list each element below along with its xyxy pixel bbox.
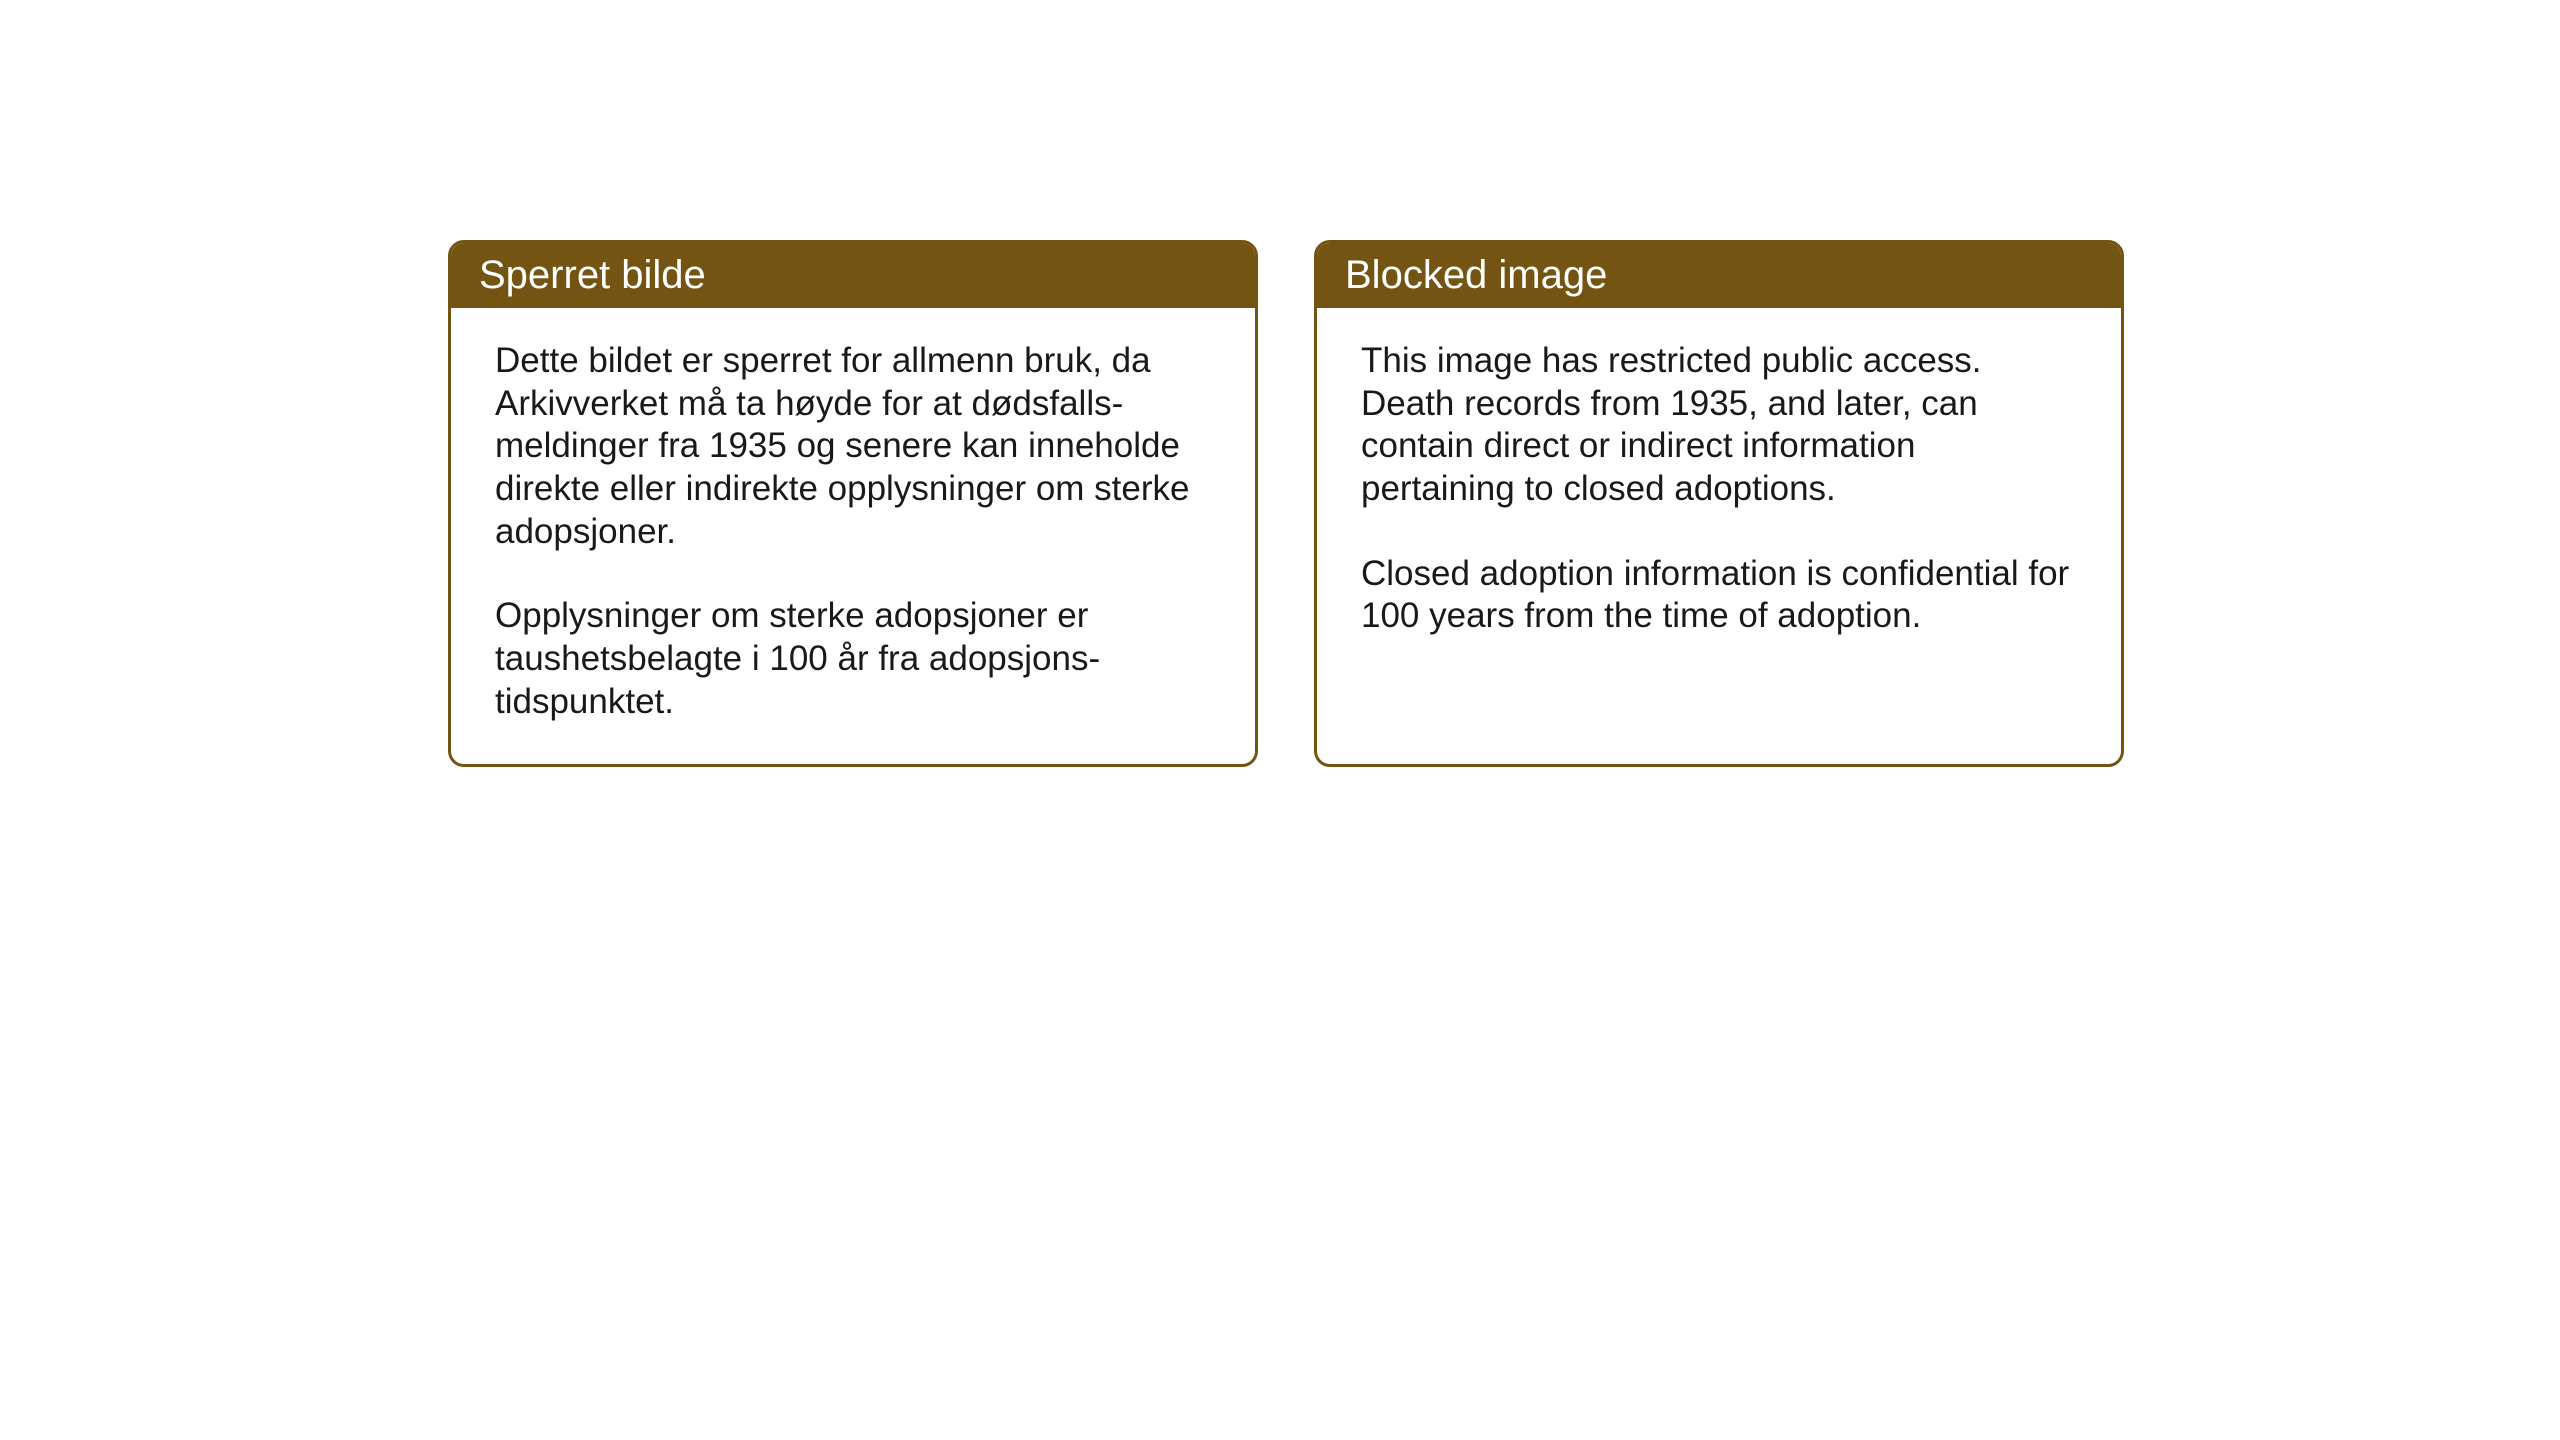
card-title: Blocked image xyxy=(1345,253,1607,297)
card-title: Sperret bilde xyxy=(479,253,706,297)
card-paragraph: Opplysninger om sterke adopsjoner er tau… xyxy=(495,595,1211,723)
card-paragraph: This image has restricted public access.… xyxy=(1361,340,2077,511)
card-body-english: This image has restricted public access.… xyxy=(1317,308,2121,748)
english-notice-card: Blocked image This image has restricted … xyxy=(1314,240,2124,767)
card-body-norwegian: Dette bildet er sperret for allmenn bruk… xyxy=(451,308,1255,764)
card-paragraph: Closed adoption information is confident… xyxy=(1361,553,2077,638)
card-header-english: Blocked image xyxy=(1317,243,2121,308)
card-header-norwegian: Sperret bilde xyxy=(451,243,1255,308)
card-paragraph: Dette bildet er sperret for allmenn bruk… xyxy=(495,340,1211,553)
norwegian-notice-card: Sperret bilde Dette bildet er sperret fo… xyxy=(448,240,1258,767)
cards-container: Sperret bilde Dette bildet er sperret fo… xyxy=(448,240,2124,767)
